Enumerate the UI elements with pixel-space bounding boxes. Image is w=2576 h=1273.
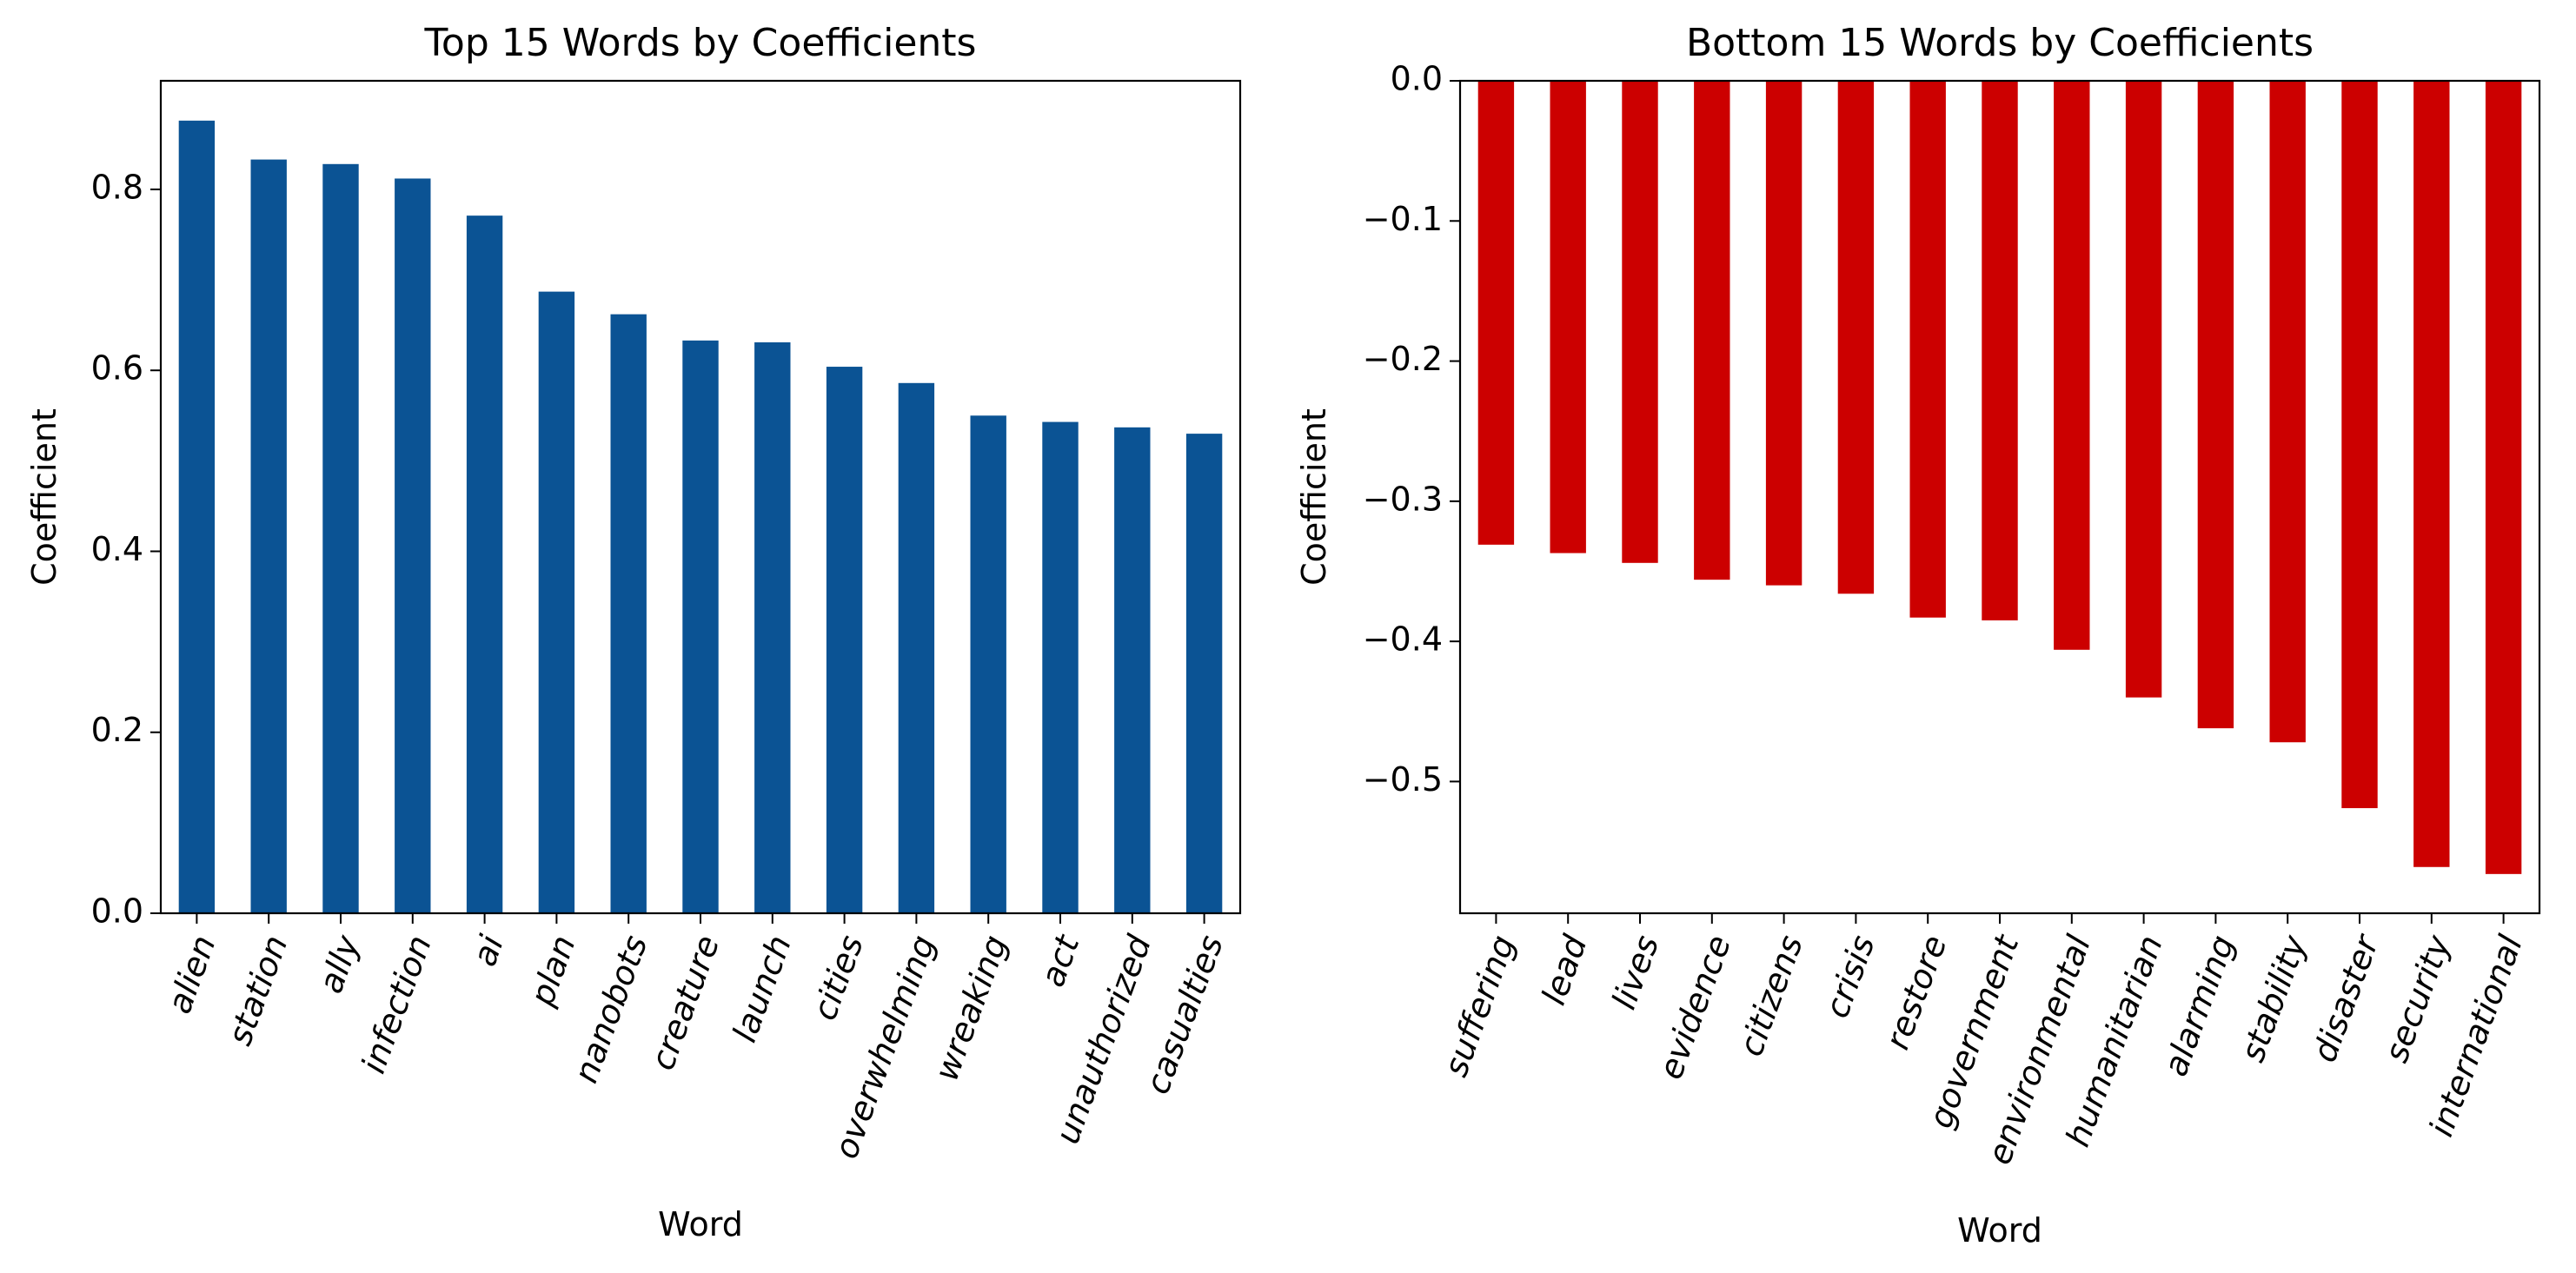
x-tick-label: alarming — [2156, 931, 2242, 1081]
bar-plan — [538, 291, 575, 913]
bar-ai — [466, 215, 503, 913]
bar-citizens — [1765, 81, 1803, 586]
y-tick-label: 0.6 — [91, 349, 143, 388]
x-tick-label: ai — [465, 930, 511, 971]
x-axis-label: Word — [1957, 1211, 2042, 1250]
bar-humanitarian — [2125, 81, 2162, 698]
bar-overwhelming — [898, 382, 935, 913]
bar-international — [2485, 81, 2522, 874]
bar-act — [1042, 421, 1079, 913]
y-tick-label: 0.4 — [91, 530, 143, 568]
x-tick-label: cities — [805, 931, 871, 1025]
x-tick-label: security — [2377, 930, 2458, 1067]
y-axis-label: Coefficient — [1295, 408, 1333, 586]
bar-casualties — [1185, 434, 1223, 913]
x-tick-label: plan — [522, 931, 583, 1011]
bar-station — [250, 159, 287, 914]
bar-alarming — [2197, 81, 2234, 729]
plot-frame — [1458, 79, 2541, 915]
bars — [1477, 81, 2522, 874]
y-tick-label: −0.4 — [1363, 620, 1443, 659]
bar-lead — [1550, 81, 1586, 554]
x-tick-label: stability — [2233, 930, 2314, 1067]
bar-ally — [322, 163, 359, 914]
y-tick-label: 0.2 — [91, 711, 143, 749]
x-tick-label: nanobots — [567, 931, 655, 1088]
x-tick-label: lead — [1534, 930, 1594, 1010]
x-tick-label: ally — [311, 930, 367, 998]
y-tick-label: 0.8 — [91, 168, 143, 206]
bar-government — [1982, 81, 2018, 620]
x-tick-label: restore — [1878, 931, 1955, 1055]
bar-nanobots — [610, 314, 647, 913]
y-tick-label: 0.0 — [1391, 60, 1443, 98]
bars — [178, 120, 1223, 914]
chart-title: Bottom 15 Words by Coefficients — [1686, 21, 2314, 65]
chart-title: Top 15 Words by Coefficients — [424, 21, 977, 65]
y-tick-label: −0.2 — [1363, 340, 1443, 378]
bar-alien — [178, 120, 216, 913]
y-ticks: 0.0 0.2 0.4 0.6 0.8 — [91, 168, 161, 931]
chart-bottom-words: Bottom 15 Words by Coefficients Coeffici… — [1295, 21, 2541, 1250]
bar-disaster — [2341, 81, 2378, 809]
bar-infection — [395, 178, 431, 913]
bar-restore — [1909, 81, 1946, 618]
bar-security — [2413, 81, 2450, 867]
y-tick-label: 0.0 — [91, 892, 143, 931]
y-axis-label: Coefficient — [25, 408, 63, 586]
x-tick-label: wreaking — [927, 931, 1015, 1086]
y-tick-label: −0.1 — [1363, 200, 1443, 238]
x-tick-label: act — [1033, 929, 1087, 992]
x-axis-label: Word — [658, 1205, 743, 1243]
x-tick-label: citizens — [1731, 931, 1810, 1061]
plot-frame — [159, 79, 1242, 915]
x-tick-label: lives — [1604, 931, 1666, 1015]
x-tick-label: crisis — [1817, 931, 1882, 1023]
bar-creature — [682, 340, 719, 914]
bar-environmental — [2054, 81, 2090, 650]
x-tick-label: infection — [354, 931, 439, 1078]
bar-unauthorized — [1114, 427, 1151, 913]
x-tick-label: evidence — [1651, 931, 1738, 1084]
bar-wreaking — [970, 415, 1006, 913]
chart-top-words: Top 15 Words by Coefficients Coefficient… — [25, 21, 1242, 1243]
y-tick-label: −0.3 — [1363, 480, 1443, 518]
x-tick-label: disaster — [2305, 928, 2387, 1067]
x-tick-label: station — [220, 931, 295, 1051]
x-tick-label: creature — [643, 931, 727, 1076]
y-tick-label: −0.5 — [1363, 760, 1443, 799]
bar-lives — [1622, 81, 1658, 563]
x-tick-label: launch — [725, 931, 799, 1047]
bar-launch — [754, 341, 791, 913]
bar-suffering — [1477, 81, 1515, 545]
x-tick-label: alien — [160, 931, 223, 1018]
x-tick-label: suffering — [1437, 931, 1523, 1082]
y-ticks: 0.0 −0.1 −0.2 −0.3 −0.4 −0.5 — [1363, 60, 1460, 799]
bar-stability — [2269, 81, 2306, 743]
bar-crisis — [1837, 81, 1875, 594]
bar-cities — [826, 367, 863, 913]
bar-evidence — [1694, 81, 1730, 580]
